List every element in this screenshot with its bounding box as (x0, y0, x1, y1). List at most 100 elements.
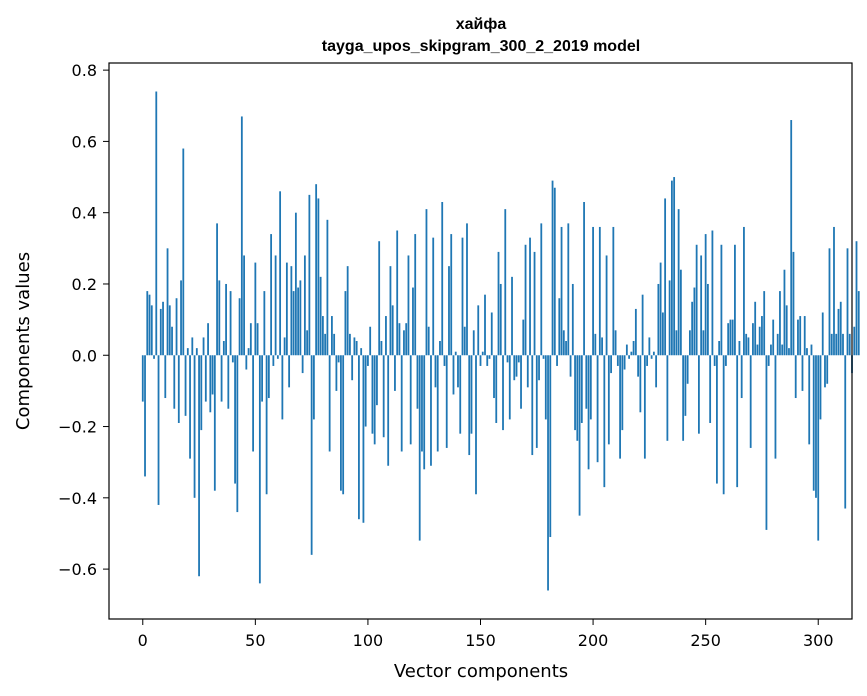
y-tick-label: −0.6 (58, 560, 97, 579)
bar (504, 209, 507, 356)
bar (292, 291, 295, 356)
bar (380, 341, 383, 356)
bar (477, 305, 480, 356)
bar (857, 291, 860, 356)
bar (749, 355, 752, 448)
bar (493, 355, 495, 399)
bar (481, 351, 484, 356)
bar (830, 333, 833, 356)
bar (842, 333, 844, 356)
bar (360, 348, 363, 356)
bar (159, 308, 162, 356)
bar (405, 323, 408, 356)
bar (643, 355, 646, 459)
bar (222, 341, 225, 356)
bar (274, 255, 277, 356)
bar (461, 237, 464, 356)
bar (562, 330, 565, 356)
bar (682, 355, 685, 441)
bar (821, 312, 824, 356)
bar (193, 355, 196, 498)
bar (288, 355, 291, 388)
bar (484, 294, 486, 356)
x-tick-label: 100 (353, 631, 384, 650)
bar (182, 148, 185, 356)
bar (587, 355, 590, 470)
bar (364, 355, 367, 427)
bar (146, 291, 149, 356)
bar (589, 355, 592, 420)
bar (670, 180, 673, 356)
bar (220, 355, 223, 402)
bar (727, 323, 730, 356)
bar (317, 198, 320, 356)
bar (407, 255, 410, 356)
bar (621, 355, 624, 431)
bar (340, 355, 342, 491)
bar (445, 355, 448, 448)
bar (529, 237, 531, 356)
bar (794, 355, 797, 399)
bar (740, 355, 743, 399)
bar (828, 248, 831, 356)
bar (414, 234, 417, 356)
bar (418, 355, 421, 541)
bar (596, 355, 599, 463)
bar (421, 355, 423, 452)
bar (378, 241, 381, 356)
bar (812, 355, 815, 491)
bar (515, 355, 518, 377)
bar (326, 219, 329, 356)
bar (434, 355, 437, 388)
bar (162, 301, 164, 356)
bar (612, 226, 615, 356)
bar (686, 355, 689, 384)
y-tick-label: 0.4 (72, 204, 97, 223)
bar (301, 355, 304, 374)
bar (556, 355, 558, 366)
bar (810, 344, 813, 356)
bar (666, 355, 669, 441)
bar (574, 355, 576, 431)
bar (738, 341, 741, 356)
bar (448, 266, 450, 356)
bar (400, 355, 403, 452)
bar (592, 226, 594, 356)
bar (704, 234, 707, 356)
bar (303, 255, 306, 356)
x-tick-label: 150 (465, 631, 496, 650)
bar (294, 212, 297, 356)
bar (238, 298, 241, 356)
bar (342, 355, 345, 495)
bar (729, 319, 732, 356)
bar (430, 355, 432, 466)
bar (535, 355, 538, 448)
bar (457, 355, 459, 388)
bar (641, 294, 644, 356)
bar (218, 280, 221, 356)
bar (416, 355, 419, 409)
bar (157, 355, 160, 505)
bar (335, 355, 338, 391)
bar (734, 244, 736, 356)
bar (148, 294, 151, 356)
bar (466, 223, 468, 356)
bar (844, 355, 847, 509)
bar (711, 230, 714, 356)
bar (427, 326, 430, 356)
bar (387, 355, 390, 466)
bar (637, 355, 640, 377)
bar (331, 316, 333, 356)
bar (468, 355, 471, 456)
bar (358, 355, 360, 520)
chart-title: хайфа (456, 16, 507, 33)
bar (783, 269, 786, 356)
bar (601, 337, 603, 356)
bar (718, 341, 721, 356)
bar (779, 291, 781, 356)
bar (540, 223, 543, 356)
bar (544, 355, 547, 420)
bar (713, 355, 716, 366)
bar (198, 355, 200, 577)
bar (752, 323, 754, 356)
